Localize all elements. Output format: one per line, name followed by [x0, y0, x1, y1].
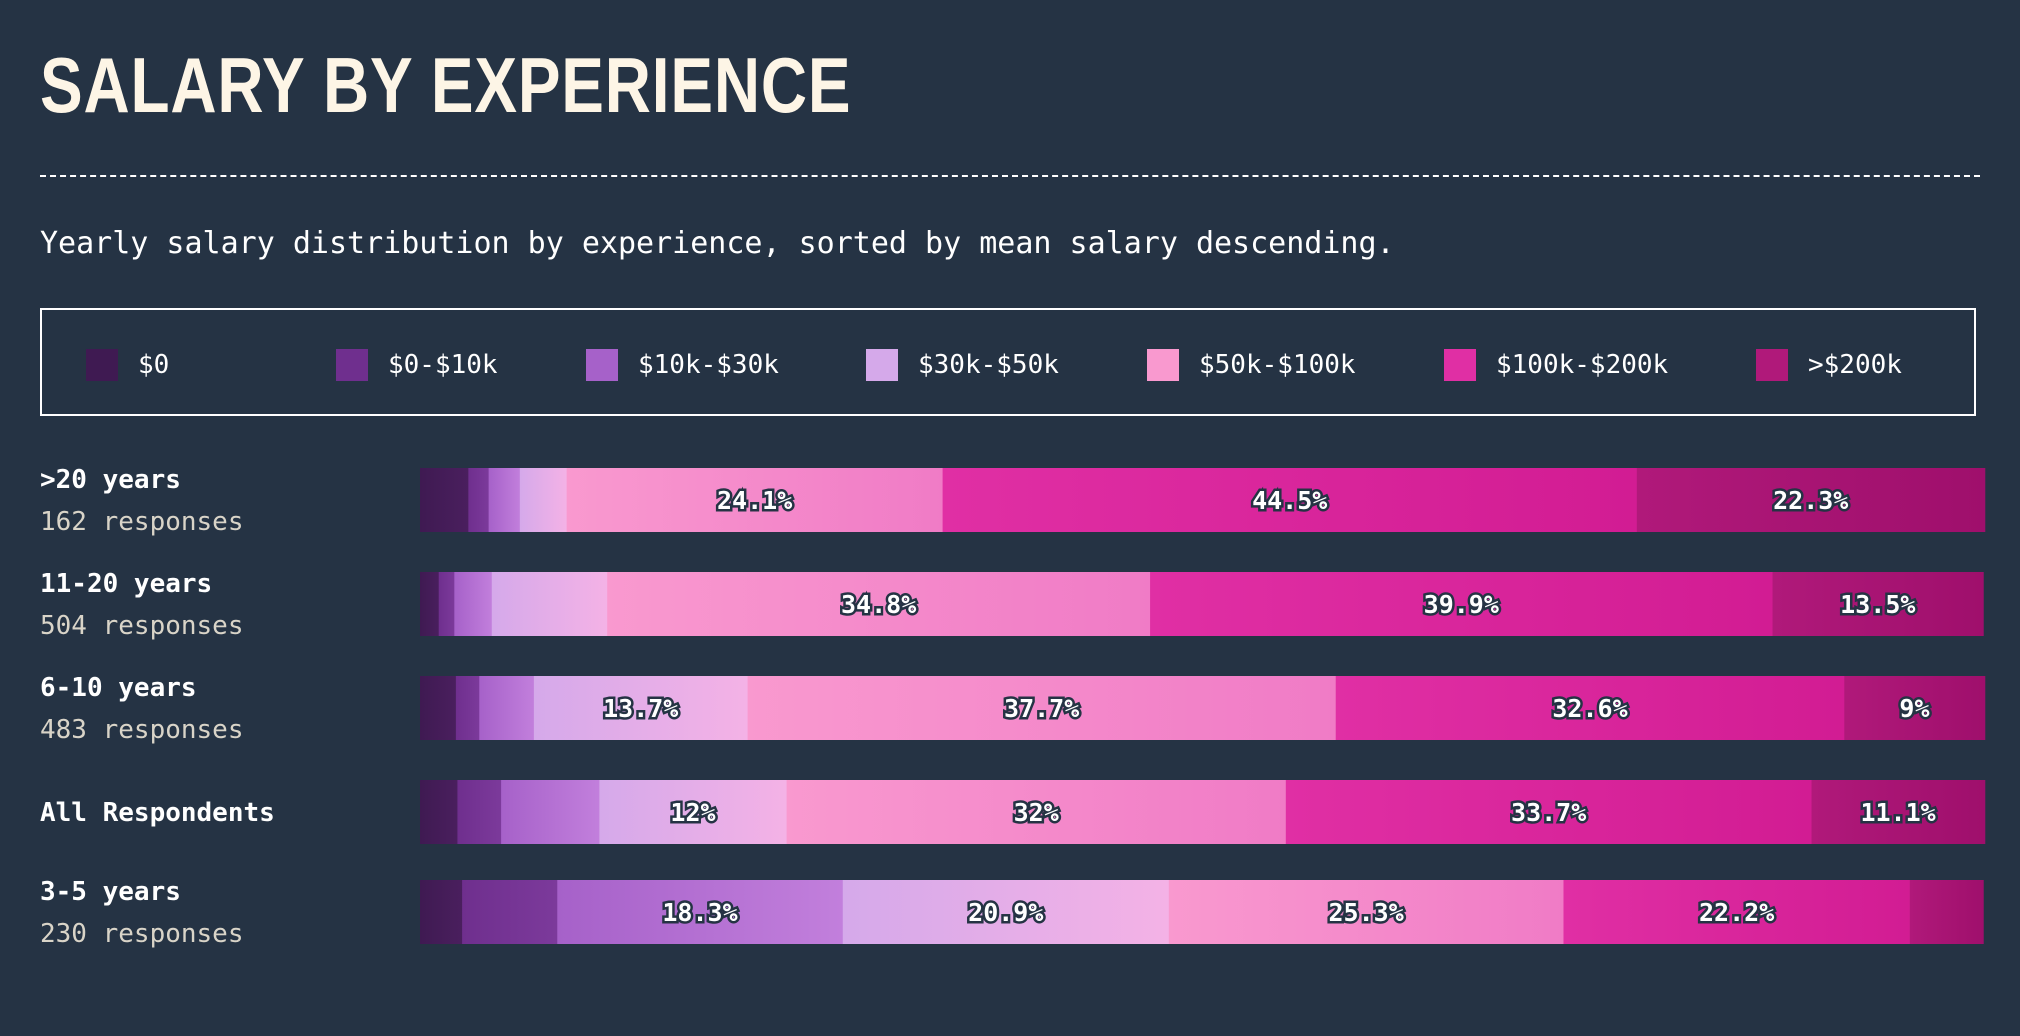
bar-segment-row3-series0 [420, 780, 459, 844]
bar-segment-row3-series2 [501, 780, 600, 844]
bar-segment-row4-series2 [557, 880, 844, 944]
data-label-row2-series5: 32.6% [1552, 694, 1627, 723]
data-label-row0-series5: 44.5% [1252, 486, 1327, 515]
row-name: All Respondents [40, 798, 275, 828]
row-name: 6-10 years [40, 673, 197, 703]
bar-segment-row3-series4 [786, 780, 1287, 844]
data-label-row3-series5: 33.7% [1511, 798, 1586, 827]
data-label-row1-series5: 39.9% [1424, 590, 1499, 619]
row-label-3: All Respondents [40, 795, 275, 831]
row-label-0: >20 years 162 responses [40, 462, 244, 540]
data-label-row3-series4: 32% [1014, 798, 1059, 827]
bar-segment-row2-series5 [1335, 676, 1845, 740]
data-label-row2-series4: 37.7% [1004, 694, 1079, 723]
bar-segment-row4-series1 [462, 880, 558, 944]
legend-item-3: $30k-$50k [866, 348, 1059, 382]
row-name: >20 years [40, 465, 181, 495]
data-labels-group: 24.1% 44.5% 22.3% 34.8% 39.9% 13.5% 13.7% 37.7%… [601, 484, 1939, 930]
bar-segment-row1-series1 [438, 572, 455, 636]
bar-segment-row0-series1 [468, 468, 490, 532]
bar-segment-row4-series5 [1563, 880, 1911, 944]
row-responses: 504 responses [40, 611, 244, 641]
bar-segment-row2-series2 [479, 676, 535, 740]
data-label-row2-series3: 13.7% [603, 694, 678, 723]
bar-segment-row4-series6 [1909, 880, 1984, 944]
row-label-2: 6-10 years 483 responses [40, 670, 244, 748]
legend-label-2: $10k-$30k [638, 350, 779, 380]
row-responses: 162 responses [40, 507, 244, 537]
legend-label-0: $0 [138, 350, 170, 380]
bar-segment-row2-series4 [747, 676, 1337, 740]
bar-segment-row1-series2 [454, 572, 493, 636]
bar-segment-row3-series3 [599, 780, 788, 844]
data-label-row0-series4: 24.1% [717, 486, 792, 515]
data-label-row2-series6: 9% [1899, 694, 1929, 723]
row-name: 3-5 years [40, 877, 181, 907]
data-label-row4-series3: 20.9% [968, 898, 1043, 927]
legend-swatch-6 [1756, 349, 1788, 381]
row-label-4: 3-5 years 230 responses [40, 874, 244, 952]
chart-title: SALARY BY EXPERIENCE [40, 41, 852, 129]
data-label-row4-series4: 25.3% [1329, 898, 1404, 927]
legend-label-6: >$200k [1808, 350, 1902, 380]
data-label-row1-series6: 13.5% [1840, 590, 1915, 619]
title-divider [40, 175, 1980, 177]
legend-swatch-4 [1147, 349, 1179, 381]
bar-segment-row1-series3 [491, 572, 608, 636]
legend: $0 $0-$10k $10k-$30k $30k-$50k $50k-$100… [40, 308, 1976, 416]
row-responses: 483 responses [40, 715, 244, 745]
bar-segment-row4-series4 [1168, 880, 1565, 944]
data-label-row1-series4: 34.8% [841, 590, 916, 619]
data-label-row4-series2: 18.3% [662, 898, 737, 927]
legend-item-5: $100k-$200k [1444, 348, 1668, 382]
legend-swatch-1 [336, 349, 368, 381]
legend-label-5: $100k-$200k [1496, 350, 1669, 380]
legend-swatch-2 [586, 349, 618, 381]
row-name: 11-20 years [40, 569, 213, 599]
legend-item-0: $0 [86, 348, 169, 382]
bar-segment-row4-series3 [842, 880, 1170, 944]
bar-segment-row0-series5 [942, 468, 1638, 532]
bar-segment-row1-series5 [1150, 572, 1774, 636]
legend-label-4: $50k-$100k [1199, 350, 1356, 380]
data-label-row3-series6: 11.1% [1860, 798, 1935, 827]
bar-segment-row0-series6 [1636, 468, 1986, 532]
legend-item-4: $50k-$100k [1147, 348, 1356, 382]
legend-label-1: $0-$10k [388, 350, 498, 380]
bar-segment-row4-series0 [420, 880, 463, 944]
legend-label-3: $30k-$50k [918, 350, 1059, 380]
legend-item-1: $0-$10k [336, 348, 498, 382]
bar-segment-row0-series0 [420, 468, 469, 532]
bar-segment-row2-series1 [455, 676, 480, 740]
data-label-row3-series3: 12% [670, 798, 715, 827]
legend-item-6: >$200k [1756, 348, 1902, 382]
row-responses: 230 responses [40, 919, 244, 949]
bar-segment-row3-series1 [457, 780, 502, 844]
bar-segment-row3-series6 [1811, 780, 1986, 844]
bar-segment-row1-series4 [607, 572, 1151, 636]
data-label-row4-series5: 22.2% [1699, 898, 1774, 927]
legend-item-2: $10k-$30k [586, 348, 779, 382]
row-label-1: 11-20 years 504 responses [40, 566, 244, 644]
bar-segment-row1-series6 [1772, 572, 1984, 636]
bar-segment-row2-series6 [1844, 676, 1986, 740]
bar-segment-row1-series0 [420, 572, 440, 636]
legend-swatch-3 [866, 349, 898, 381]
bar-segment-row0-series3 [519, 468, 568, 532]
bar-segment-row0-series4 [566, 468, 944, 532]
legend-swatch-5 [1444, 349, 1476, 381]
data-label-row0-series6: 22.3% [1773, 486, 1848, 515]
bar-segment-row3-series5 [1285, 780, 1813, 844]
bar-segment-row2-series0 [420, 676, 457, 740]
chart-subtitle: Yearly salary distribution by experience… [40, 226, 1395, 261]
bars-group [420, 468, 1986, 944]
legend-swatch-0 [86, 349, 118, 381]
bar-segment-row2-series3 [533, 676, 749, 740]
bar-segment-row0-series2 [488, 468, 521, 532]
